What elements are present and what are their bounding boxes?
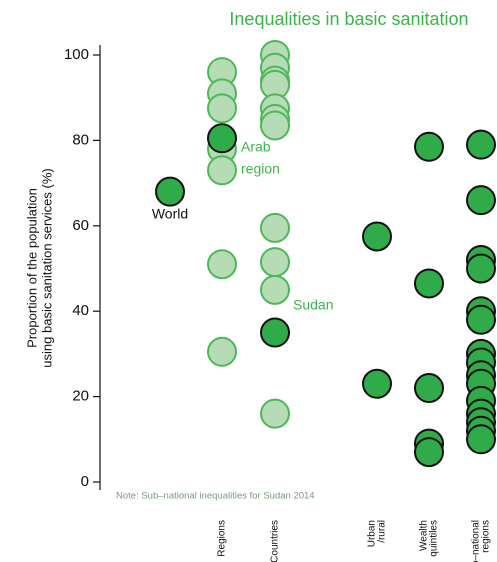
x-tick-label: Regions: [217, 520, 228, 557]
point: [260, 247, 290, 278]
y-axis-label: Proportion of the population: [24, 188, 39, 348]
point: [414, 437, 444, 468]
point: [260, 317, 290, 348]
point: [466, 129, 496, 160]
chart-title: Inequalities in basic sanitation: [229, 9, 468, 29]
annotation: Arab: [241, 139, 271, 155]
annotation: World: [152, 206, 188, 222]
point: [362, 368, 392, 399]
point: [466, 424, 496, 455]
point: [260, 398, 290, 429]
y-tick-label: 80: [72, 131, 89, 148]
y-axis-label: using basic sanitation services (%): [39, 168, 54, 367]
point: [414, 268, 444, 299]
note: Note: Sub–national inequalities for Suda…: [116, 491, 315, 502]
point: [466, 253, 496, 284]
point: [414, 131, 444, 162]
point: [207, 155, 237, 186]
x-tick-label: /rural: [377, 520, 388, 543]
y-tick-label: 0: [81, 473, 89, 490]
y-tick-label: 60: [72, 217, 89, 234]
point: [207, 336, 237, 367]
point: [466, 304, 496, 335]
point: [207, 93, 237, 124]
point: [260, 110, 290, 141]
x-tick-label: Countries: [270, 520, 281, 562]
annotation: region: [241, 161, 280, 177]
y-tick-label: 100: [64, 46, 89, 63]
point: [207, 123, 237, 154]
point: [260, 274, 290, 305]
point: [260, 212, 290, 243]
x-tick-label: regions: [481, 520, 492, 553]
point: [466, 185, 496, 216]
point: [207, 249, 237, 280]
point: [414, 373, 444, 404]
x-tick-label: Sub–national: [471, 520, 482, 562]
annotation: Sudan: [293, 297, 333, 313]
point: [362, 221, 392, 252]
x-tick-label: quintiles: [429, 520, 440, 557]
y-tick-label: 20: [72, 388, 89, 405]
x-tick-label: Wealth: [419, 520, 430, 551]
point: [155, 176, 185, 207]
y-tick-label: 40: [72, 302, 89, 319]
x-tick-label: Urban: [367, 520, 378, 547]
